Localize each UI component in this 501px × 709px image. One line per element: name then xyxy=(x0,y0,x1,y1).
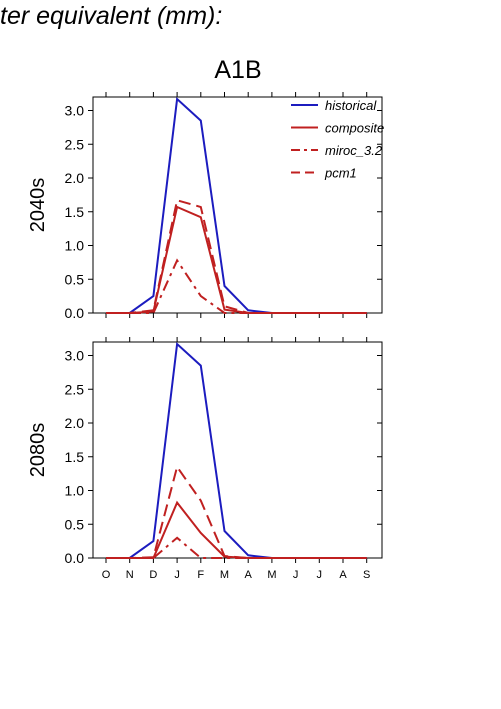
y-tick-label: 2.5 xyxy=(65,381,85,397)
scenario-title: A1B xyxy=(214,56,262,84)
x-tick-label: A xyxy=(245,569,253,581)
x-tick-label: M xyxy=(267,569,276,581)
series-line-composite xyxy=(106,500,367,559)
y-axis-label: 2040s xyxy=(27,178,49,233)
y-tick-label: 1.0 xyxy=(65,238,85,254)
y-tick-label: 1.0 xyxy=(65,483,85,499)
x-tick-label: N xyxy=(126,569,134,581)
y-axis-label: 2080s xyxy=(27,423,49,478)
y-tick-label: 0.0 xyxy=(65,305,85,321)
y-tick-label: 1.5 xyxy=(65,204,85,220)
x-tick-label: M xyxy=(220,569,229,581)
legend-label: miroc_3.2 xyxy=(325,143,383,158)
series-line-pcm1 xyxy=(106,199,367,314)
x-tick-label: J xyxy=(174,569,180,581)
y-tick-label: 2.0 xyxy=(65,415,85,431)
x-tick-label: J xyxy=(293,569,299,581)
x-tick-label: O xyxy=(102,569,111,581)
y-tick-label: 0.5 xyxy=(65,271,85,287)
series-line-historical xyxy=(106,341,367,559)
x-tick-label: F xyxy=(197,569,204,581)
x-tick-label: D xyxy=(149,569,157,581)
y-tick-label: 0.0 xyxy=(65,550,85,566)
y-tick-label: 1.5 xyxy=(65,449,85,465)
x-tick-label: S xyxy=(363,569,370,581)
series-line-miroc-3-2 xyxy=(106,258,367,314)
y-tick-label: 3.0 xyxy=(65,103,85,119)
x-tick-label: J xyxy=(317,569,323,581)
x-tick-label: A xyxy=(339,569,347,581)
legend-label: historical xyxy=(325,98,377,113)
series-line-pcm1 xyxy=(106,464,367,559)
plot-frame xyxy=(92,96,383,314)
y-tick-label: 2.0 xyxy=(65,170,85,186)
y-tick-label: 3.0 xyxy=(65,348,85,364)
y-tick-label: 2.5 xyxy=(65,136,85,152)
page-title: ter equivalent (mm): xyxy=(0,2,223,30)
plot-frame xyxy=(92,341,383,559)
y-tick-label: 0.5 xyxy=(65,516,85,532)
legend-label: pcm1 xyxy=(324,166,357,181)
legend-label: composite xyxy=(325,121,384,136)
